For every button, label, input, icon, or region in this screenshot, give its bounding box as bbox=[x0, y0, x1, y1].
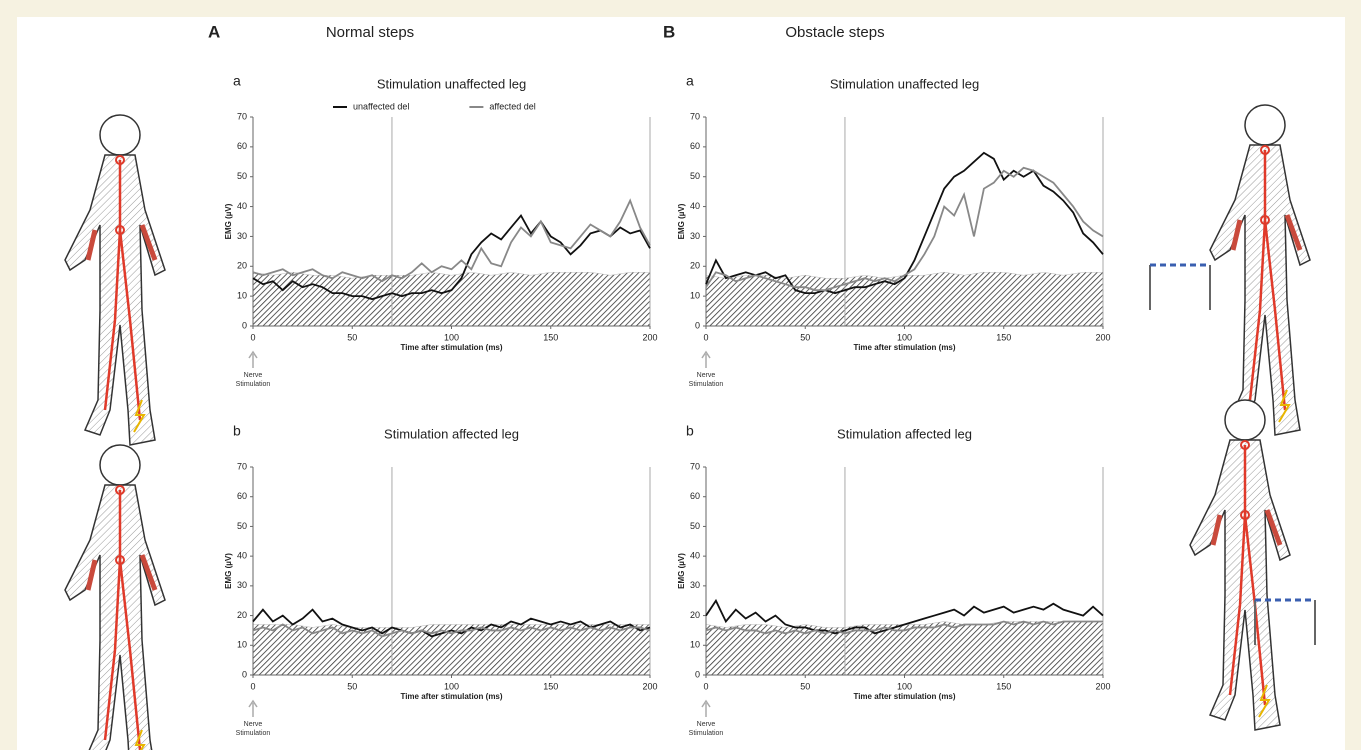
series-line bbox=[252, 608, 651, 638]
chart-title: Stimulation unaffected leg bbox=[377, 76, 526, 91]
chart-title: Stimulation affected leg bbox=[384, 426, 519, 441]
x-tick-label: 150 bbox=[543, 332, 558, 342]
y-tick-label: 20 bbox=[690, 610, 700, 620]
x-tick-label: 200 bbox=[1095, 332, 1110, 342]
y-tick-label: 70 bbox=[237, 111, 247, 121]
y-tick-label: 20 bbox=[690, 261, 700, 271]
y-tick-label: 30 bbox=[690, 580, 700, 590]
x-tick-label: 200 bbox=[642, 332, 657, 342]
y-tick-label: 40 bbox=[237, 551, 247, 561]
x-tick-label: 200 bbox=[642, 681, 657, 691]
annotation-arrowhead bbox=[248, 350, 258, 359]
x-axis-label: Time after stimulation (ms) bbox=[853, 343, 955, 352]
x-tick-label: 50 bbox=[347, 681, 357, 691]
shaded-area bbox=[252, 271, 651, 327]
panel-heading: Normal steps bbox=[326, 24, 414, 41]
chart-title: Stimulation unaffected leg bbox=[830, 76, 979, 91]
y-tick-label: 30 bbox=[237, 231, 247, 241]
panel-letter: b bbox=[686, 423, 694, 439]
x-tick-label: 0 bbox=[703, 681, 708, 691]
y-axis-label: EMG (µV) bbox=[677, 553, 686, 589]
x-tick-label: 0 bbox=[703, 332, 708, 342]
y-tick-label: 60 bbox=[690, 491, 700, 501]
y-tick-label: 50 bbox=[237, 171, 247, 181]
series-line bbox=[252, 623, 651, 638]
panel-label: A bbox=[208, 22, 220, 41]
x-tick-label: 150 bbox=[996, 332, 1011, 342]
x-tick-label: 100 bbox=[897, 332, 912, 342]
panel-heading: Obstacle steps bbox=[785, 24, 884, 41]
y-tick-label: 10 bbox=[237, 640, 247, 650]
x-tick-label: 150 bbox=[543, 681, 558, 691]
y-tick-label: 0 bbox=[242, 320, 247, 330]
y-tick-label: 10 bbox=[690, 291, 700, 301]
series-line bbox=[705, 598, 1104, 635]
y-tick-label: 60 bbox=[237, 491, 247, 501]
panel-letter: a bbox=[686, 73, 694, 89]
x-tick-label: 100 bbox=[444, 681, 459, 691]
x-tick-label: 50 bbox=[800, 332, 810, 342]
panel-letter: b bbox=[233, 423, 241, 439]
hurdle bbox=[1149, 263, 1316, 645]
y-tick-label: 0 bbox=[695, 669, 700, 679]
annotation: Nerve Stimulation bbox=[235, 372, 271, 388]
annotation-arrowhead bbox=[248, 699, 258, 708]
y-axis-label: EMG (µV) bbox=[224, 203, 233, 239]
y-tick-label: 50 bbox=[237, 521, 247, 531]
annotation-arrowhead bbox=[701, 350, 711, 359]
chart-title: Stimulation affected leg bbox=[837, 426, 972, 441]
series-line bbox=[705, 620, 1103, 635]
annotation: Nerve Stimulation bbox=[235, 721, 271, 737]
y-tick-label: 50 bbox=[690, 521, 700, 531]
shaded-area bbox=[252, 624, 651, 676]
x-tick-label: 150 bbox=[996, 681, 1011, 691]
panel-label: B bbox=[663, 22, 675, 41]
y-tick-label: 50 bbox=[690, 171, 700, 181]
series-line bbox=[252, 213, 651, 301]
series-line bbox=[705, 151, 1104, 295]
y-tick-label: 10 bbox=[237, 291, 247, 301]
annotation: Nerve Stimulation bbox=[688, 721, 724, 737]
y-tick-label: 70 bbox=[690, 111, 700, 121]
panel-background bbox=[17, 17, 1345, 750]
x-tick-label: 100 bbox=[897, 681, 912, 691]
series-line bbox=[252, 198, 651, 283]
y-tick-label: 0 bbox=[242, 669, 247, 679]
y-tick-label: 40 bbox=[690, 551, 700, 561]
y-tick-label: 20 bbox=[237, 261, 247, 271]
legend-label: affected del bbox=[489, 101, 535, 111]
x-axis-label: Time after stimulation (ms) bbox=[400, 343, 502, 352]
x-tick-label: 200 bbox=[1095, 681, 1110, 691]
y-tick-label: 30 bbox=[690, 231, 700, 241]
y-axis-label: EMG (µV) bbox=[224, 553, 233, 589]
x-tick-label: 50 bbox=[347, 332, 357, 342]
y-tick-label: 40 bbox=[690, 201, 700, 211]
y-axis-label: EMG (µV) bbox=[677, 203, 686, 239]
x-tick-label: 100 bbox=[444, 332, 459, 342]
panel-letter: a bbox=[233, 73, 241, 89]
x-axis-label: Time after stimulation (ms) bbox=[400, 692, 502, 701]
y-tick-label: 0 bbox=[695, 320, 700, 330]
annotation: Nerve Stimulation bbox=[688, 372, 724, 388]
legend-label: unaffected del bbox=[353, 101, 409, 111]
y-tick-label: 60 bbox=[237, 141, 247, 151]
y-tick-label: 40 bbox=[237, 201, 247, 211]
y-tick-label: 60 bbox=[690, 141, 700, 151]
annotation-arrowhead bbox=[701, 699, 711, 708]
x-tick-label: 50 bbox=[800, 681, 810, 691]
x-tick-label: 0 bbox=[250, 332, 255, 342]
y-tick-label: 70 bbox=[237, 461, 247, 471]
x-tick-label: 0 bbox=[250, 681, 255, 691]
shaded-area bbox=[705, 272, 1104, 327]
series-line bbox=[705, 166, 1104, 292]
x-axis-label: Time after stimulation (ms) bbox=[853, 692, 955, 701]
y-tick-label: 10 bbox=[690, 640, 700, 650]
y-tick-label: 70 bbox=[690, 461, 700, 471]
y-tick-label: 30 bbox=[237, 580, 247, 590]
y-tick-label: 20 bbox=[237, 610, 247, 620]
